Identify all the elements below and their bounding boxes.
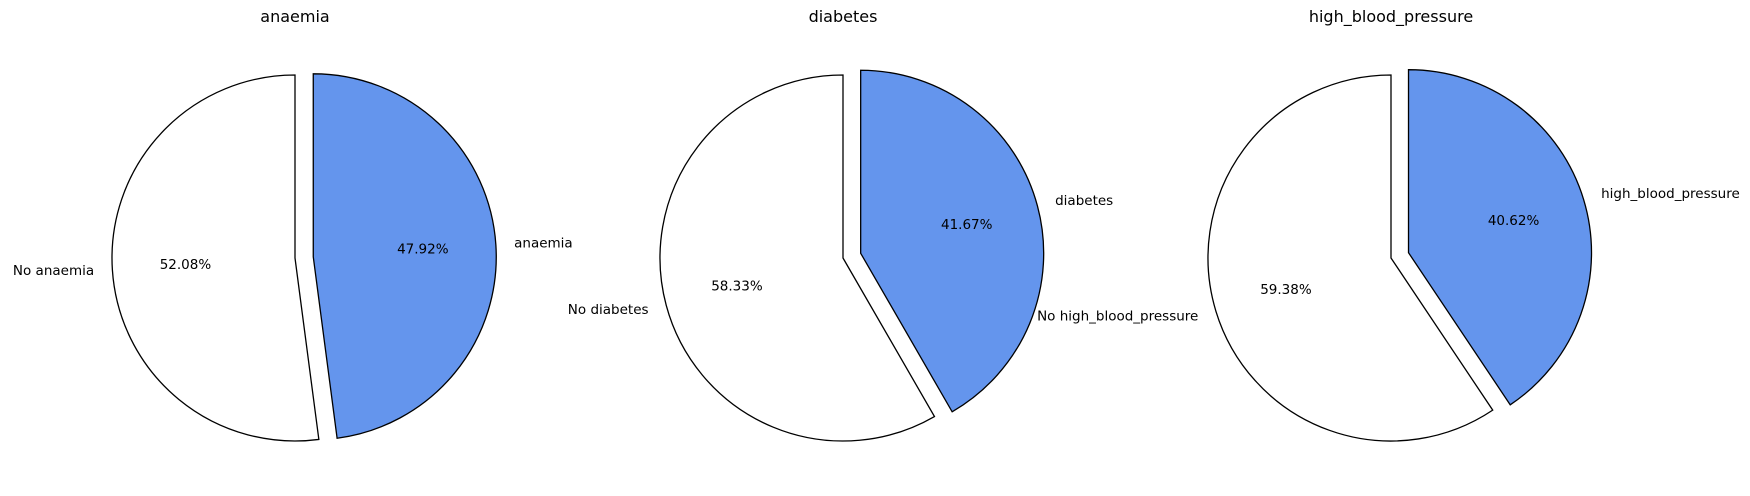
slice-label: No high_blood_pressure: [1037, 308, 1198, 324]
slice-percent-label: 47.92%: [397, 242, 449, 258]
slice-percent-label: 59.38%: [1260, 282, 1312, 298]
chart-title: diabetes: [809, 7, 878, 26]
slice-label: high_blood_pressure: [1601, 186, 1740, 202]
pie-slice: [860, 69, 1045, 413]
pie-chart-high-blood-pressure: high_blood_pressure high_blood_pressure 4…: [1037, 7, 1740, 442]
slice-label: anaemia: [514, 236, 573, 252]
chart-title: anaemia: [260, 7, 329, 26]
pie-chart-diabetes: diabetes diabetes 41.67% No diabetes 58.33%: [568, 7, 1113, 442]
slice-percent-label: 40.62%: [1488, 213, 1540, 229]
slice-percent-label: 52.08%: [160, 257, 212, 273]
pie-chart-anaemia: anaemia anaemia 47.92% No anaemia 52.08%: [13, 7, 573, 442]
pie-slice: [1407, 69, 1593, 406]
slice-label: diabetes: [1055, 193, 1113, 209]
chart-title: high_blood_pressure: [1309, 7, 1473, 27]
slice-percent-label: 58.33%: [711, 278, 763, 294]
slice-percent-label: 41.67%: [941, 217, 993, 233]
slice-label: No anaemia: [13, 263, 94, 279]
slice-label: No diabetes: [568, 302, 649, 318]
pie-slice: [312, 73, 497, 439]
pie-slice: [659, 74, 936, 442]
pie-slice: [1207, 74, 1494, 442]
pie-slice: [111, 74, 320, 442]
